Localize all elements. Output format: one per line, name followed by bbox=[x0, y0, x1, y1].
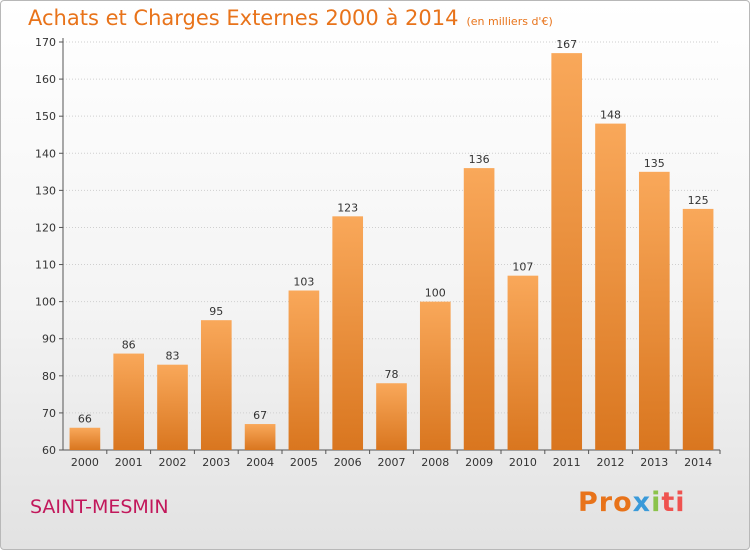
y-tick-label: 60 bbox=[42, 444, 56, 457]
y-tick-label: 80 bbox=[42, 370, 56, 383]
bar-2014 bbox=[682, 208, 714, 450]
bar-2011 bbox=[551, 53, 583, 451]
x-tick-label: 2009 bbox=[465, 456, 493, 469]
bar-2006 bbox=[332, 216, 364, 450]
proxiti-logo: Proxiti bbox=[578, 487, 686, 518]
axes: 60 70 80 90 100 110 120 130 140 150 160 170 bbox=[35, 36, 721, 457]
chart-title: Achats et Charges Externes 2000 à 2014 (e… bbox=[28, 6, 553, 30]
y-tick-label: 140 bbox=[35, 147, 56, 160]
y-tick-label: 120 bbox=[35, 221, 56, 234]
bar-value-label: 148 bbox=[600, 109, 621, 122]
y-tick-label: 150 bbox=[35, 110, 56, 123]
x-tick-label: 2013 bbox=[640, 456, 668, 469]
chart-subtitle: (en milliers d'€) bbox=[466, 15, 553, 28]
bar-2012 bbox=[595, 123, 626, 450]
y-tick-label: 160 bbox=[35, 73, 56, 86]
bar-2000 bbox=[69, 427, 101, 450]
bar-value-label: 78 bbox=[385, 368, 399, 381]
bar-value-label: 125 bbox=[688, 194, 709, 207]
bar-value-label: 95 bbox=[209, 305, 223, 318]
bar-value-label: 123 bbox=[337, 201, 358, 214]
x-tick-label: 2000 bbox=[71, 456, 99, 469]
x-tick-label: 2002 bbox=[159, 456, 187, 469]
bar-value-label: 66 bbox=[78, 413, 92, 426]
bar-value-label: 136 bbox=[469, 153, 490, 166]
bar-value-label: 86 bbox=[122, 339, 136, 352]
bar-2010 bbox=[507, 275, 539, 450]
y-tick-label: 170 bbox=[35, 36, 56, 49]
logo-part-2: x bbox=[632, 487, 652, 518]
bar-2004 bbox=[244, 424, 276, 450]
x-tick-label: 2014 bbox=[684, 456, 712, 469]
x-tick-label: 2012 bbox=[597, 456, 625, 469]
bar-value-label: 107 bbox=[512, 261, 533, 274]
bar-2008 bbox=[419, 301, 451, 450]
bar-value-label: 67 bbox=[253, 409, 267, 422]
bar-2005 bbox=[288, 290, 320, 450]
bar-value-label: 100 bbox=[425, 287, 446, 300]
x-tick-label: 2011 bbox=[553, 456, 581, 469]
chart-title-text: Achats et Charges Externes 2000 à 2014 bbox=[28, 6, 459, 30]
y-tick-label: 90 bbox=[42, 333, 56, 346]
bar-value-label: 103 bbox=[293, 276, 314, 289]
city-name: SAINT-MESMIN bbox=[30, 496, 169, 518]
bars bbox=[69, 53, 714, 451]
bar-2013 bbox=[638, 171, 670, 450]
logo-part-4: ti bbox=[661, 487, 686, 518]
logo-part-3: i bbox=[651, 487, 662, 518]
bar-2001 bbox=[113, 353, 145, 450]
x-tick-label: 2001 bbox=[115, 456, 143, 469]
x-tick-label: 2004 bbox=[246, 456, 274, 469]
bar-value-label: 167 bbox=[556, 38, 577, 51]
y-tick-label: 110 bbox=[35, 259, 56, 272]
x-tick-label: 2005 bbox=[290, 456, 318, 469]
x-tick-label: 2006 bbox=[334, 456, 362, 469]
y-tick-label: 100 bbox=[35, 296, 56, 309]
x-tick-label: 2003 bbox=[202, 456, 230, 469]
y-tick-label: 130 bbox=[35, 184, 56, 197]
bar-value-label: 135 bbox=[644, 157, 665, 170]
bar-2007 bbox=[376, 383, 407, 450]
logo-part-1: Pro bbox=[578, 487, 633, 518]
labels: 66 2000 86 2001 83 2002 95 2003 67 2004 103 2005 123… bbox=[71, 38, 712, 469]
x-tick-label: 2007 bbox=[378, 456, 406, 469]
bar-value-label: 83 bbox=[166, 350, 180, 363]
bar-2009 bbox=[463, 168, 495, 451]
bar-2003 bbox=[200, 320, 232, 450]
x-tick-label: 2008 bbox=[421, 456, 449, 469]
x-tick-label: 2010 bbox=[509, 456, 537, 469]
y-tick-label: 70 bbox=[42, 407, 56, 420]
bar-2002 bbox=[157, 364, 188, 450]
